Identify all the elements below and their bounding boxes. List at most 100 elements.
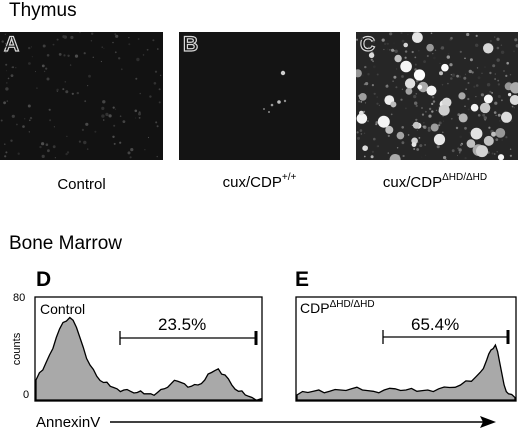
tissue-speck [401,88,403,90]
tissue-speck [156,155,158,158]
apoptotic-cell [356,113,368,124]
tissue-speck [66,135,68,137]
apoptotic-cell [413,69,426,81]
tissue-speck [156,125,159,128]
tissue-speck [447,53,450,55]
tissue-speck [447,82,449,85]
tissue-speck [375,121,379,124]
tissue-speck [423,60,426,63]
tissue-speck [414,63,417,66]
tissue-speck [431,102,434,105]
plot-frame [295,296,517,402]
tissue-speck [88,74,91,78]
tissue-speck [433,56,436,60]
tissue-speck [493,111,497,114]
tissue-speck [446,55,450,59]
tissue-speck [152,39,155,42]
tissue-speck [83,52,86,55]
tissue-speck [390,113,393,116]
tissue-speck [43,70,46,73]
tissue-speck [496,58,500,62]
tissue-speck [363,110,366,113]
tissue-speck [147,136,150,139]
tissue-speck [46,54,50,57]
tissue-speck [481,72,483,74]
tissue-speck [415,79,419,83]
tissue-speck [500,50,505,54]
tissue-speck [513,50,515,53]
tissue-speck [428,107,432,111]
tissue-speck [10,139,13,142]
tissue-speck [416,148,420,151]
tissue-speck [29,116,33,120]
tissue-speck [115,34,119,38]
tissue-speck [450,117,453,120]
tissue-speck [411,50,414,54]
tissue-speck [496,37,500,41]
tissue-speck [464,57,466,60]
tissue-speck [411,121,414,123]
tissue-speck [473,85,476,88]
tissue-speck [393,42,395,44]
tissue-speck [427,128,431,132]
tissue-speck [31,56,33,58]
histogram-area [296,343,516,401]
tissue-speck [495,114,497,117]
tissue-speck [16,123,18,126]
tissue-speck [467,97,470,101]
tissue-speck [501,139,503,141]
tissue-speck [112,106,115,109]
tissue-speck [392,32,395,34]
tissue-speck [489,71,492,75]
histogram-mutant [295,296,517,402]
tissue-speck [356,38,359,41]
apoptotic-cell [507,92,512,97]
tissue-speck [24,118,26,120]
tissue-speck [153,82,157,85]
tissue-speck [435,109,438,112]
tissue-speck [426,55,429,57]
apoptotic-cell [370,155,374,159]
tissue-speck [134,109,138,113]
tissue-speck [361,74,365,77]
tissue-speck [431,96,435,99]
tissue-speck [511,120,513,122]
tissue-speck [154,70,158,73]
tissue-speck [497,79,500,82]
tissue-speck [393,50,395,52]
tissue-speck [458,148,462,152]
tissue-speck [356,131,359,134]
tissue-speck [360,37,364,41]
tissue-speck [364,65,367,69]
tissue-speck [138,117,141,119]
tissue-speck [65,152,68,156]
apoptotic-cell [497,154,505,160]
tissue-speck [367,73,370,76]
tissue-speck [41,154,45,158]
apoptotic-cell [411,142,417,147]
tissue-speck [27,104,31,108]
tissue-speck [392,80,394,82]
apoptotic-cell [277,100,281,104]
tissue-speck [91,32,94,35]
apoptotic-cell [412,121,420,129]
tissue-speck [439,62,441,65]
tissue-speck [67,54,70,57]
tissue-speck [475,84,479,87]
tissue-speck [402,154,405,158]
tissue-speck [466,32,470,37]
tissue-speck [496,151,498,153]
micrograph-mutant: C [356,32,518,160]
tissue-speck [17,152,20,155]
micrograph-control: A [0,32,163,160]
panel-letter-e: E [295,268,310,291]
tissue-speck [363,132,366,134]
tissue-speck [127,151,131,155]
tissue-speck [1,40,4,43]
tissue-speck [28,62,31,65]
tissue-speck [493,153,496,155]
tissue-speck [442,115,444,117]
tissue-speck [0,119,3,122]
tissue-speck [450,77,453,80]
tissue-speck [119,115,122,117]
